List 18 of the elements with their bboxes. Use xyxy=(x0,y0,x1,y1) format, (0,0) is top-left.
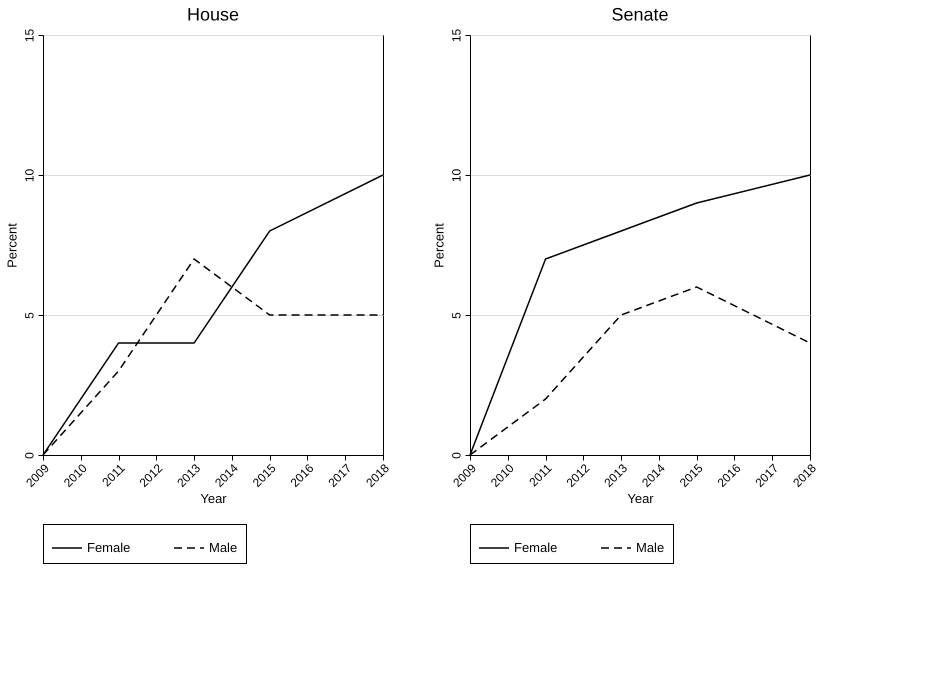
x-axis-title: Year xyxy=(200,491,228,506)
chart-title: Senate xyxy=(611,4,669,24)
y-tick-label: 5 xyxy=(22,312,36,319)
y-tick-label: 15 xyxy=(22,28,36,42)
legend-label: Male xyxy=(636,540,664,555)
y-tick-label: 10 xyxy=(22,168,36,182)
y-tick-label: 5 xyxy=(450,312,464,319)
chart-title: House xyxy=(186,4,240,24)
y-tick-label: 10 xyxy=(450,168,464,182)
legend-label: Female xyxy=(514,540,558,555)
y-tick-label: 0 xyxy=(450,452,464,459)
y-tick-label: 15 xyxy=(450,28,464,42)
x-axis-title: Year xyxy=(627,491,654,506)
legend-label: Female xyxy=(87,540,130,555)
y-axis-title: Percent xyxy=(4,222,20,268)
y-tick-label: 0 xyxy=(22,452,36,459)
y-axis-title: Percent xyxy=(432,222,446,268)
legend-label: Male xyxy=(209,540,238,555)
